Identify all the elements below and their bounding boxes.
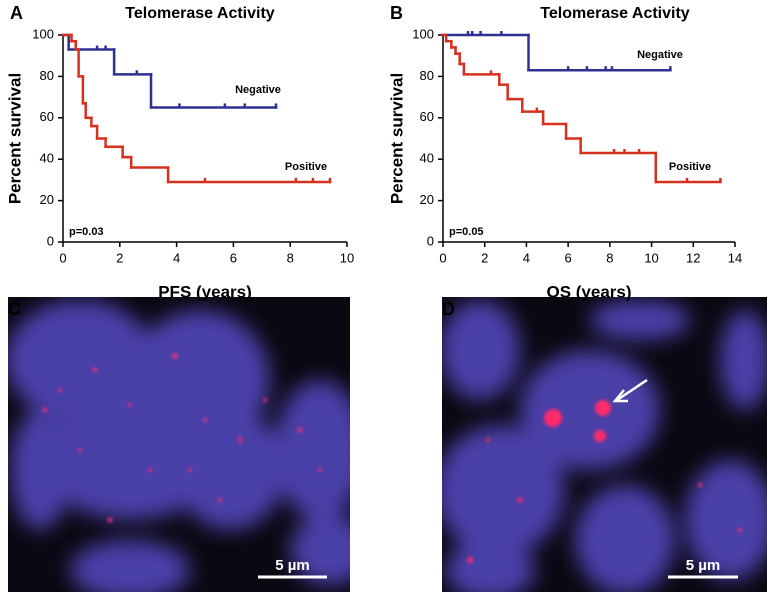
y-tick-label: 80 [420, 68, 434, 83]
x-tick-label: 4 [173, 250, 180, 265]
y-tick-label: 20 [40, 192, 54, 207]
scale-bar-label: 5 µm [275, 557, 310, 574]
y-tick-label: 100 [32, 26, 54, 41]
micrograph-c [8, 297, 350, 592]
x-tick-label: 10 [644, 250, 658, 265]
chart-title: Telomerase Activity [540, 5, 690, 22]
p-value: p=0.05 [449, 226, 484, 238]
x-tick-label: 8 [287, 250, 294, 265]
y-tick-label: 40 [40, 151, 54, 166]
micrograph-d [442, 297, 767, 592]
series-label: Negative [235, 84, 281, 96]
panel-label: D [442, 299, 455, 319]
panel-label: C [8, 299, 21, 319]
y-tick-label: 60 [40, 109, 54, 124]
y-tick-label: 0 [427, 233, 434, 248]
x-tick-label: 14 [728, 250, 742, 265]
panel-label: A [10, 3, 23, 23]
x-tick-label: 10 [340, 250, 354, 265]
x-axis-label: PFS (years) [158, 282, 252, 301]
y-tick-label: 80 [40, 68, 54, 83]
panel-label: B [390, 3, 403, 23]
y-tick-label: 0 [47, 233, 54, 248]
x-tick-label: 0 [59, 250, 66, 265]
y-tick-label: 100 [412, 26, 434, 41]
x-tick-label: 2 [481, 250, 488, 265]
y-tick-label: 40 [420, 151, 434, 166]
y-axis-label: Percent survival [387, 73, 406, 204]
x-tick-label: 6 [565, 250, 572, 265]
x-tick-label: 6 [230, 250, 237, 265]
y-tick-label: 60 [420, 109, 434, 124]
x-tick-label: 4 [523, 250, 530, 265]
y-axis-label: Percent survival [5, 73, 24, 204]
x-tick-label: 2 [116, 250, 123, 265]
p-value: p=0.03 [69, 226, 104, 238]
y-tick-label: 20 [420, 192, 434, 207]
x-tick-label: 12 [686, 250, 700, 265]
chart-title: Telomerase Activity [125, 5, 275, 22]
x-axis-label: OS (years) [546, 282, 631, 301]
series-label: Positive [669, 161, 711, 173]
series-label: Positive [285, 161, 327, 173]
x-tick-label: 8 [606, 250, 613, 265]
x-tick-label: 0 [439, 250, 446, 265]
series-label: Negative [637, 49, 683, 61]
scale-bar-label: 5 µm [686, 557, 721, 574]
